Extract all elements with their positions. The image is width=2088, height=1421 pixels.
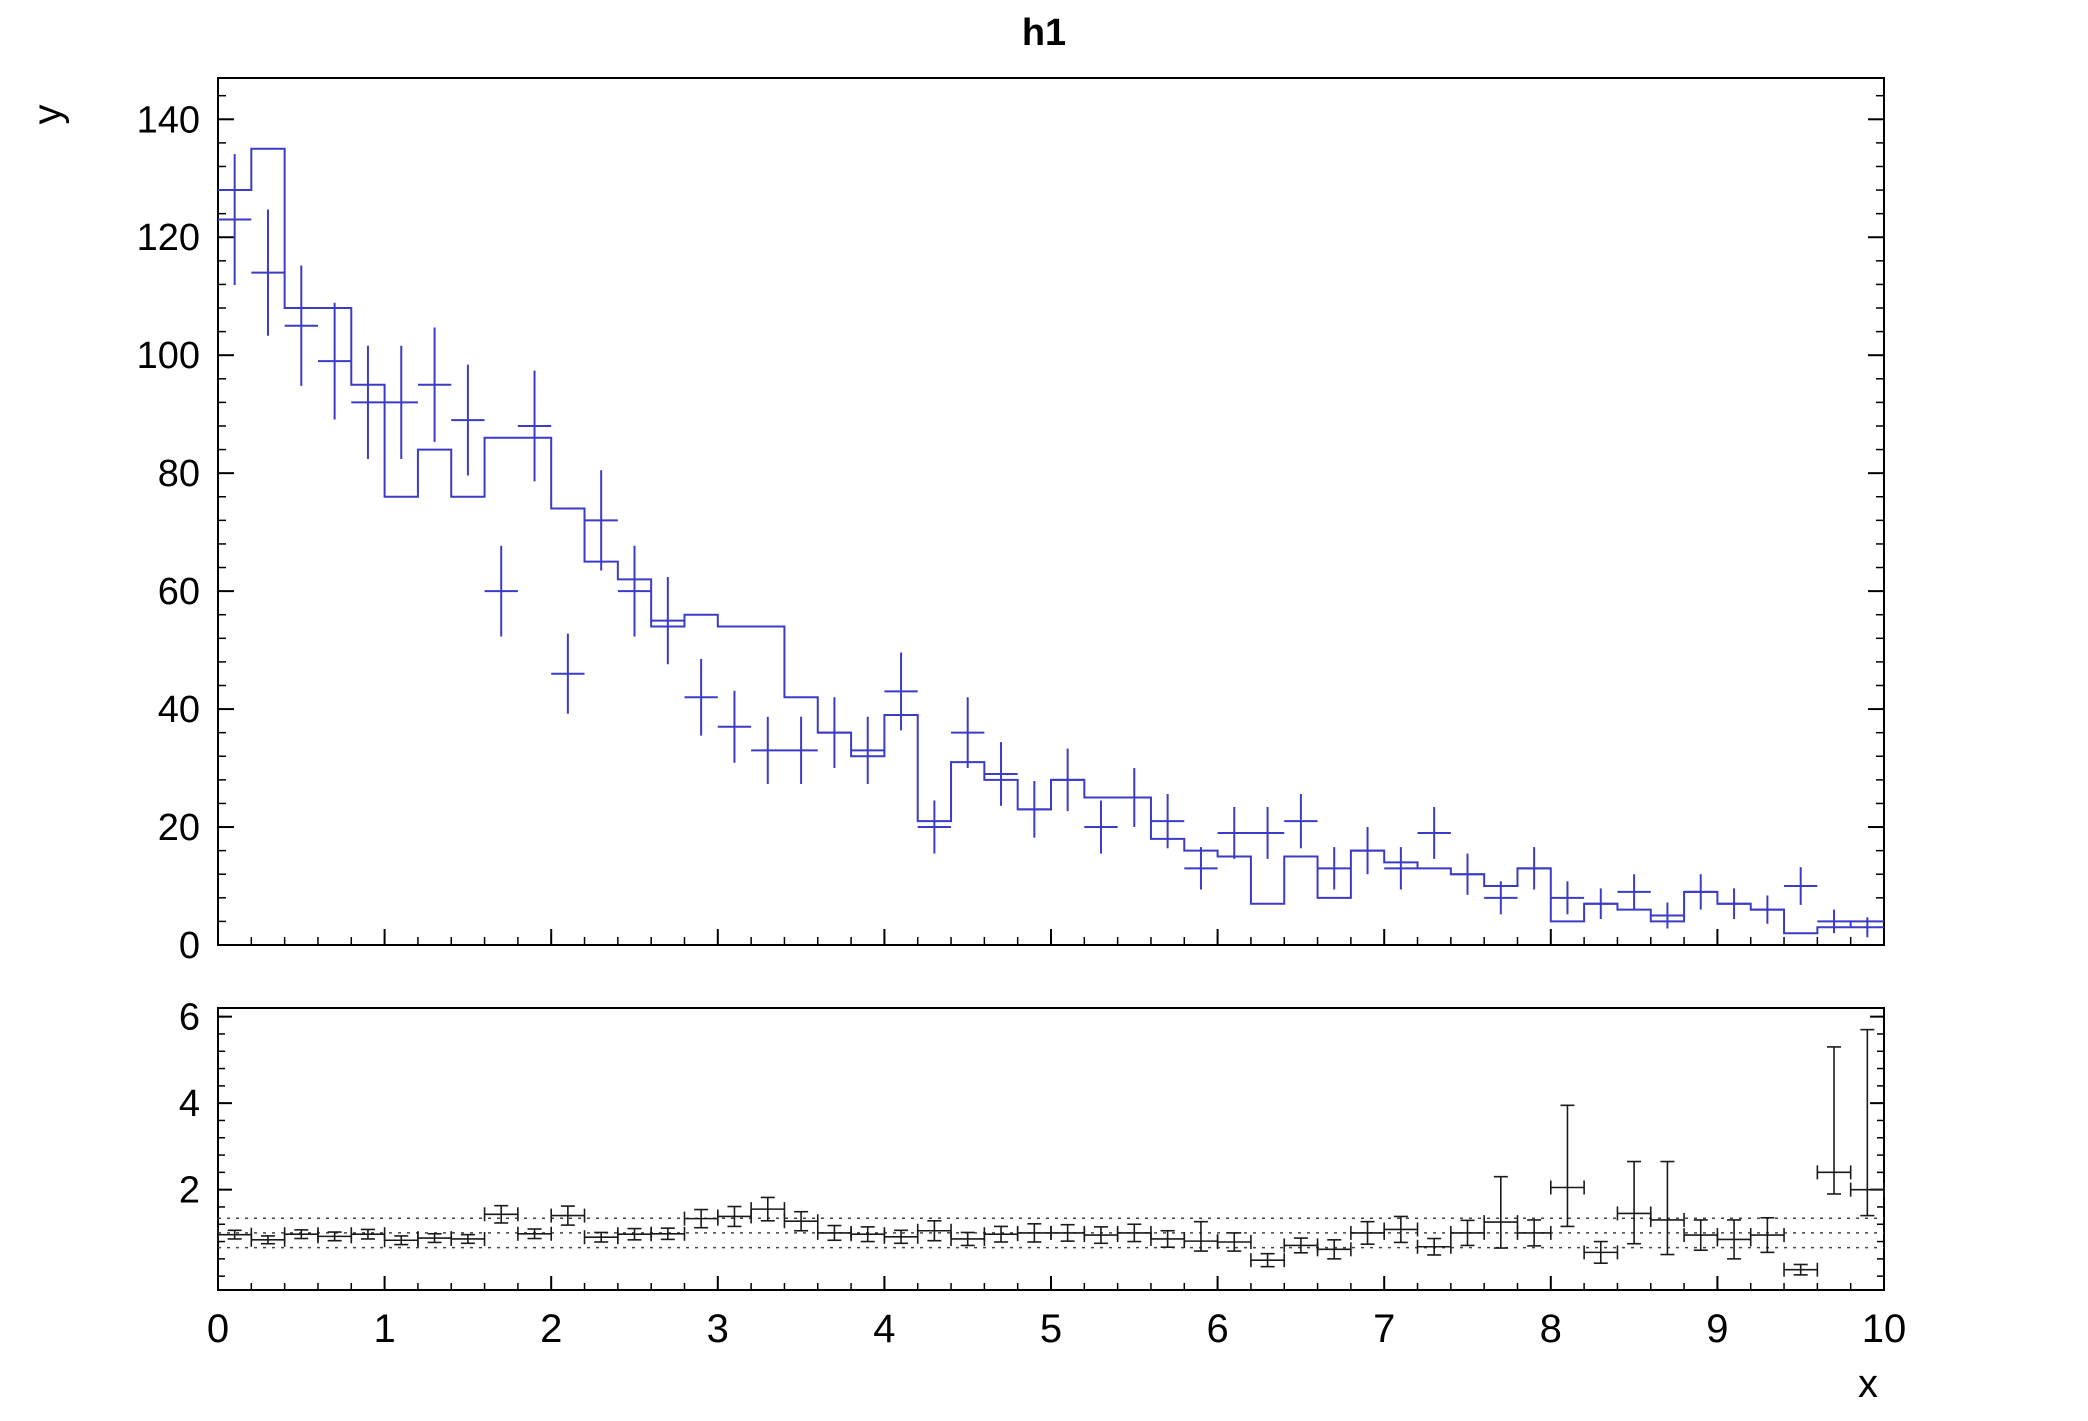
svg-text:6: 6	[1206, 1307, 1228, 1351]
chart-title: h1	[1021, 12, 1067, 54]
svg-text:0: 0	[207, 1307, 229, 1351]
svg-text:5: 5	[1040, 1307, 1062, 1351]
y-axis-title: y	[25, 104, 70, 125]
svg-text:2: 2	[179, 1170, 200, 1212]
svg-text:80: 80	[158, 453, 200, 495]
svg-text:0: 0	[179, 925, 200, 967]
svg-text:120: 120	[137, 217, 200, 259]
svg-text:3: 3	[707, 1307, 729, 1351]
svg-text:40: 40	[158, 689, 200, 731]
svg-text:9: 9	[1706, 1307, 1728, 1351]
svg-text:6: 6	[179, 997, 200, 1039]
svg-text:1: 1	[373, 1307, 395, 1351]
x-axis-title: x	[1858, 1362, 1878, 1406]
svg-text:10: 10	[1862, 1307, 1907, 1351]
svg-text:8: 8	[1540, 1307, 1562, 1351]
svg-text:2: 2	[540, 1307, 562, 1351]
svg-text:4: 4	[179, 1083, 200, 1125]
svg-text:100: 100	[137, 335, 200, 377]
svg-text:4: 4	[873, 1307, 895, 1351]
svg-text:60: 60	[158, 571, 200, 613]
svg-text:20: 20	[158, 807, 200, 849]
svg-text:140: 140	[137, 99, 200, 141]
svg-text:7: 7	[1373, 1307, 1395, 1351]
